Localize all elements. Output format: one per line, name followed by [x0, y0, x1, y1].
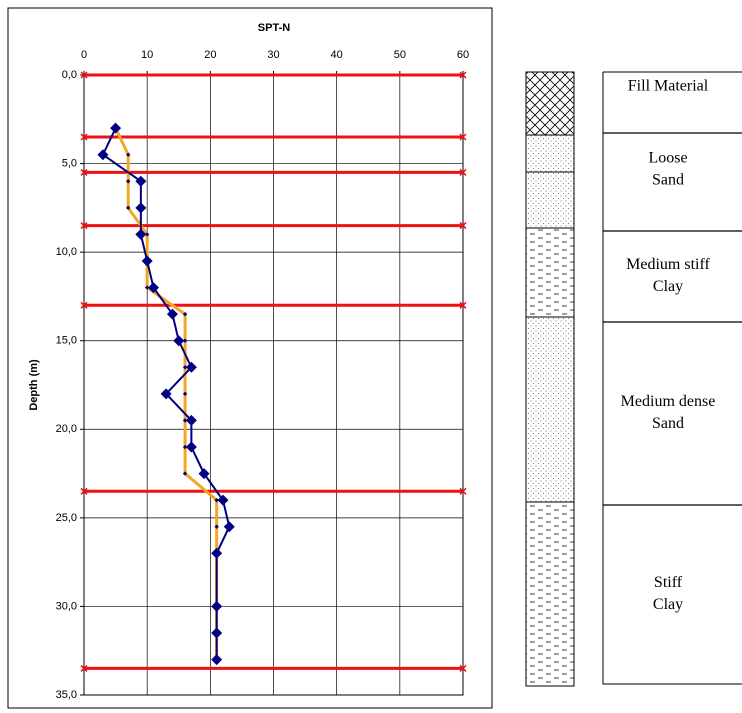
soil-column-cell: [526, 135, 574, 172]
chart: SPT-N Depth (m) 0 10 20 30 40 50 60 0,0 5,0 10,0 1…: [0, 0, 742, 713]
soil-label: Medium dense: [621, 393, 716, 410]
y-tick-label: 10,0: [56, 246, 77, 258]
y-tick-label: 15,0: [56, 335, 77, 347]
x-tick-label: 50: [394, 49, 406, 61]
soil-label: Loose: [648, 150, 687, 167]
soil-label: Medium stiff: [626, 256, 710, 273]
y-tick-label: 0,0: [62, 69, 77, 81]
y-tick-label: 35,0: [56, 689, 77, 701]
soil-column-cell: [526, 172, 574, 228]
y-tick-label: 5,0: [62, 157, 77, 169]
x-tick-label: 40: [331, 49, 343, 61]
x-tick-label: 60: [457, 49, 469, 61]
soil-label: Sand: [652, 172, 684, 189]
soil-label: Clay: [653, 596, 683, 613]
soil-column-cell: [526, 502, 574, 686]
soil-column-cell: [526, 72, 574, 135]
y-axis-title: Depth (m): [28, 359, 40, 411]
x-tick-label: 10: [141, 49, 153, 61]
x-tick-label: 20: [204, 49, 216, 61]
soil-label: Fill Material: [628, 78, 709, 95]
soil-column-cell: [526, 317, 574, 502]
x-tick-label: 30: [267, 49, 279, 61]
x-tick-label: 0: [81, 49, 87, 61]
y-tick-label: 25,0: [56, 512, 77, 524]
soil-label: Clay: [653, 278, 683, 295]
y-tick-label: 30,0: [56, 600, 77, 612]
soil-column-cell: [526, 228, 574, 317]
chart-title: SPT-N: [258, 22, 290, 34]
soil-label: Stiff: [654, 574, 683, 591]
soil-label: Sand: [652, 415, 684, 432]
y-tick-label: 20,0: [56, 423, 77, 435]
